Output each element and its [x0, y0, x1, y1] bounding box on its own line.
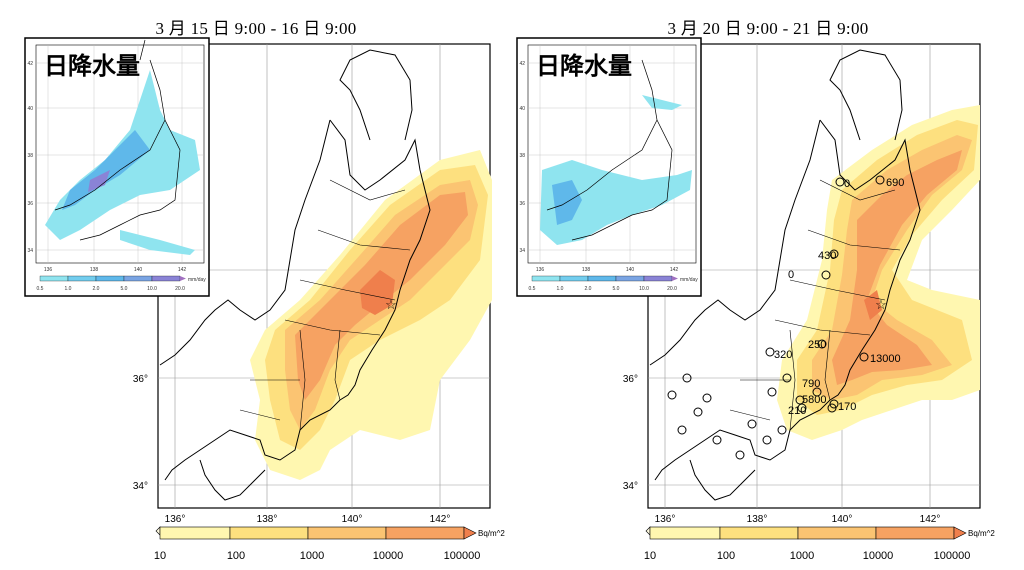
panel-march-15: 3 月 15 日 9:00 - 16 日 9:00	[24, 19, 505, 562]
panel-title: 3 月 20 日 9:00 - 21 日 9:00	[667, 19, 869, 38]
site-value: 210	[788, 405, 806, 417]
inset-lat-42: 42	[27, 61, 33, 67]
panel-title: 3 月 15 日 9:00 - 16 日 9:00	[155, 19, 357, 38]
colorbar-label-100: 100	[227, 550, 245, 562]
lon-label-142: 142°	[430, 514, 451, 525]
inset-lon-142: 142	[670, 267, 679, 273]
colorbar-label-10: 10	[644, 550, 656, 562]
colorbar-unit: Bq/m^2	[478, 529, 505, 538]
deposition-plume	[250, 150, 492, 480]
inset-cb-1.0: 1.0	[65, 286, 72, 292]
coastline	[159, 49, 431, 501]
inset-cb-2.0: 2.0	[93, 286, 100, 292]
inset-colorbar	[39, 275, 186, 282]
lon-label-138: 138°	[257, 514, 278, 525]
lon-label-136: 136°	[655, 514, 676, 525]
inset-lon-138: 138	[582, 267, 591, 273]
panel-march-20: 3 月 20 日 9:00 - 21 日 9:00	[512, 0, 1024, 570]
inset-cb-5.0: 5.0	[121, 286, 128, 292]
inset-lat-38: 38	[27, 153, 33, 159]
site-value: 13000	[870, 353, 901, 365]
site-value: 0	[844, 178, 850, 190]
inset-cb-0.5: 0.5	[37, 286, 44, 292]
deposition-map: ☆ 36° 34° 136° 138° 140° 142° 10 100 100…	[24, 37, 505, 562]
inset-lon-140: 140	[626, 267, 635, 273]
inset-cb-10.0: 10.0	[639, 286, 649, 292]
colorbar-label-100: 100	[717, 550, 735, 562]
site-value: 250	[808, 339, 826, 351]
inset-lon-138: 138	[90, 267, 99, 273]
inset-lat-34: 34	[27, 248, 33, 254]
site-value: 0	[788, 269, 794, 281]
colorbar-label-100000: 100000	[444, 550, 481, 562]
colorbar-label-1000: 1000	[790, 550, 814, 562]
inset-title: 日降水量	[44, 52, 140, 80]
inset-title: 日降水量	[536, 52, 632, 80]
prefecture-borders	[239, 179, 411, 431]
lat-label-34: 34°	[623, 481, 638, 492]
inset-lon-142: 142	[178, 267, 187, 273]
inset-lat-34: 34	[519, 248, 525, 254]
colorbar-label-10000: 10000	[373, 550, 404, 562]
deposition-colorbar	[645, 526, 967, 540]
colorbar-label-1000: 1000	[300, 550, 324, 562]
inset-cb-1.0: 1.0	[557, 286, 564, 292]
inset-lat-40: 40	[519, 106, 525, 112]
deposition-colorbar	[155, 526, 477, 540]
site-value: 320	[774, 349, 792, 361]
inset-cb-20.0: 20.0	[175, 286, 185, 292]
inset-unit: mm/day	[188, 277, 206, 283]
coastline	[649, 49, 921, 501]
inset-colorbar	[531, 275, 678, 282]
inset-lat-36: 36	[27, 201, 33, 207]
inset-lon-136: 136	[536, 267, 545, 273]
prefecture-borders	[729, 179, 901, 431]
plant-marker-icon: ☆	[385, 297, 397, 312]
site-value: 690	[886, 177, 904, 189]
precipitation-inset: 日降水量 42 40 38 36 34 136 138 140 142 0.5 …	[516, 37, 702, 297]
colorbar-label-10: 10	[154, 550, 166, 562]
inset-lat-40: 40	[27, 106, 33, 112]
lon-label-140: 140°	[832, 514, 853, 525]
lat-label-34: 34°	[133, 481, 148, 492]
inset-cb-0.5: 0.5	[529, 286, 536, 292]
site-value: 170	[838, 401, 856, 413]
site-value: 5800	[802, 394, 826, 406]
colorbar-label-10000: 10000	[863, 550, 894, 562]
lat-label-36: 36°	[623, 374, 638, 385]
station-markers	[667, 175, 885, 460]
inset-cb-20.0: 20.0	[667, 286, 677, 292]
lat-label-36: 36°	[133, 374, 148, 385]
inset-unit: mm/day	[680, 277, 698, 283]
plant-marker-icon: ☆	[875, 297, 887, 312]
inset-cb-2.0: 2.0	[585, 286, 592, 292]
lon-label-140: 140°	[342, 514, 363, 525]
inset-lat-38: 38	[519, 153, 525, 159]
inset-lat-36: 36	[519, 201, 525, 207]
inset-lon-136: 136	[44, 267, 53, 273]
lon-label-138: 138°	[747, 514, 768, 525]
inset-lat-42: 42	[519, 61, 525, 67]
site-value: 430	[818, 250, 836, 262]
colorbar-label-100000: 100000	[934, 550, 971, 562]
deposition-map: ☆ 0 690 430 0 250 320 13000 790 5800 210…	[516, 37, 995, 562]
deposition-plume	[777, 105, 980, 440]
inset-cb-10.0: 10.0	[147, 286, 157, 292]
inset-lon-140: 140	[134, 267, 143, 273]
site-value: 790	[802, 378, 820, 390]
inset-cb-5.0: 5.0	[613, 286, 620, 292]
lon-label-136: 136°	[165, 514, 186, 525]
precipitation-inset: 日降水量 42 40 38 36 34 136 138 140 142 0.5 …	[24, 37, 210, 297]
colorbar-unit: Bq/m^2	[968, 529, 995, 538]
lon-label-142: 142°	[920, 514, 941, 525]
